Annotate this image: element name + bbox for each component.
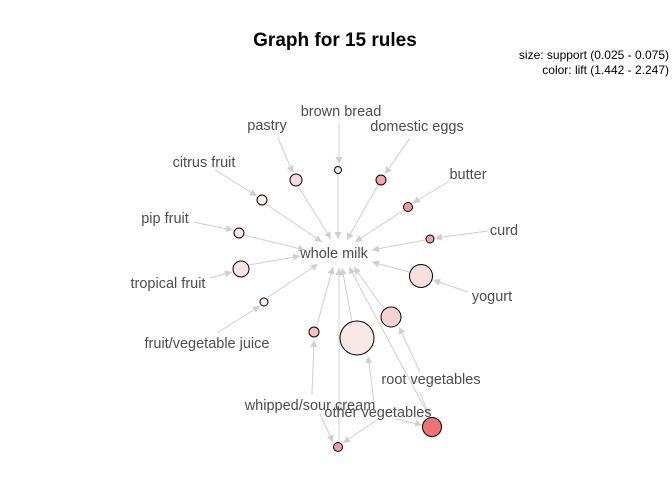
edge-r-curd-wm [371,239,426,253]
edge-r-butter-wm [354,209,405,243]
rule-node-whipped-other-vegetables[interactable] [333,442,343,452]
rule-node-curd[interactable] [425,234,435,244]
edge-r-whip1-wm [316,266,335,326]
item-label-citrus-fruit: citrus fruit [173,155,236,171]
rule-node-domestic-eggs[interactable] [375,174,387,186]
item-label-pastry: pastry [247,118,287,134]
rule-node-root-other-vegetables[interactable] [422,417,442,437]
item-label-yogurt: yogurt [472,289,512,305]
edge-citrus-rule [214,169,258,197]
legend-size: size: support (0.025 - 0.075) [519,48,669,62]
edge-r-juice-wm [267,263,319,298]
edge-rootveg-rule2 [419,391,430,417]
item-label-curd: curd [490,223,518,239]
rule-node-tropical-fruit[interactable] [232,260,250,278]
rule-node-brown-bread[interactable] [334,166,342,174]
edge-rootveg-rule1 [398,326,421,373]
edge-yogurt-rule [432,278,469,293]
edge-r-eggs-wm [346,184,379,241]
edge-r-citrus-wm [265,203,323,243]
edge-r-pip-wm [243,234,306,252]
rule-node-root-vegetables[interactable] [380,306,402,328]
rule-nodes [232,166,442,452]
rule-node-pip-fruit[interactable] [233,227,245,239]
rule-node-butter[interactable] [403,202,413,212]
edges-item-to-rule [192,123,489,444]
edge-otherveg-rule1 [365,355,375,403]
edge-juice-rule [216,305,261,334]
item-label-brown-bread: brown bread [301,104,382,120]
item-label-root-vegetables: root vegetables [381,372,480,388]
item-labels: whole milk brown bread pastry domestic e… [131,104,519,421]
rule-node-pastry[interactable] [289,173,303,187]
edge-pastry-rule [277,137,294,174]
legend-color: color: lift (1.442 - 2.247) [542,63,669,77]
rule-node-other-vegetables[interactable] [339,320,375,356]
edge-tropical-rule [209,270,233,279]
rule-node-whipped-sour-cream[interactable] [308,326,320,338]
edge-eggs-rule [384,137,411,175]
rule-node-yogurt[interactable] [409,264,433,288]
rule-node-fruit-vegetable-juice[interactable] [259,297,269,307]
item-label-butter: butter [449,167,486,183]
edge-r-pastry-wm [297,185,332,240]
item-label-domestic-eggs: domestic eggs [370,119,464,135]
edges-rule-to-wholemilk [243,174,429,440]
edge-whipped-rule2 [319,413,334,443]
item-label-pip-fruit: pip fruit [141,211,189,227]
item-label-fruit-vegetable-juice: fruit/vegetable juice [145,336,270,352]
edge-r-yogurt-wm [371,260,410,273]
item-label-whipped-sour-cream: whipped/sour cream [244,398,376,414]
edge-r-tropical-wm [248,253,301,266]
edge-pipfruit-rule [192,221,234,233]
edge-butter-rule [412,181,449,204]
item-label-tropical-fruit: tropical fruit [131,276,206,292]
edge-r-root1-wm [353,266,384,309]
edge-otherveg-rule3 [395,418,423,427]
item-label-other-vegetables: other vegetables [324,405,431,421]
edge-otherveg-rule2 [342,418,379,444]
rule-node-citrus-fruit[interactable] [256,194,268,206]
edge-curd-rule [434,230,489,241]
edge-r-rootother-wm [348,266,429,415]
edge-r-other1-wm [339,267,353,323]
graph-title: Graph for 15 rules [253,30,417,51]
item-label-whole-milk: whole milk [299,246,368,262]
edge-whipped-rule [310,339,318,396]
